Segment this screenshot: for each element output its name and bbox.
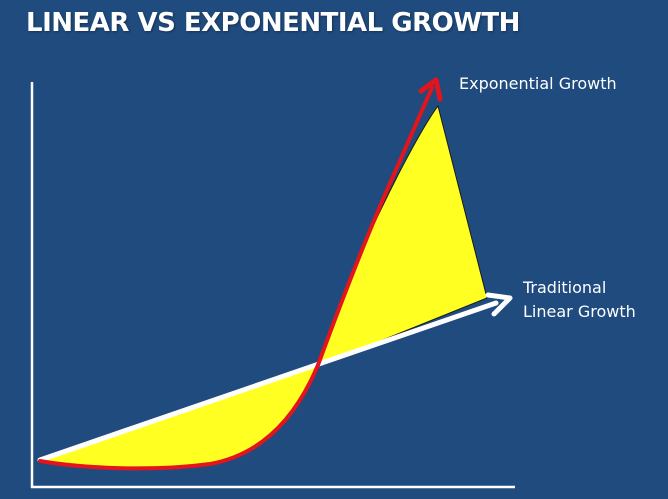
slide-title: LINEAR VS EXPONENTIAL GROWTH xyxy=(26,8,520,38)
gap-region-upper xyxy=(317,104,488,367)
exponential-growth-arrowhead xyxy=(418,77,443,102)
linear-growth-arrowhead xyxy=(485,292,513,317)
exponential-growth-label: Exponential Growth xyxy=(459,74,617,93)
linear-growth-label: Traditional Linear Growth xyxy=(523,276,636,324)
linear-growth-arrow xyxy=(37,300,499,463)
linear-growth-label-line2: Linear Growth xyxy=(523,302,636,321)
exponential-growth-curve xyxy=(38,86,434,471)
linear-growth-label-line1: Traditional xyxy=(523,278,607,297)
gap-region-lower xyxy=(38,365,319,470)
